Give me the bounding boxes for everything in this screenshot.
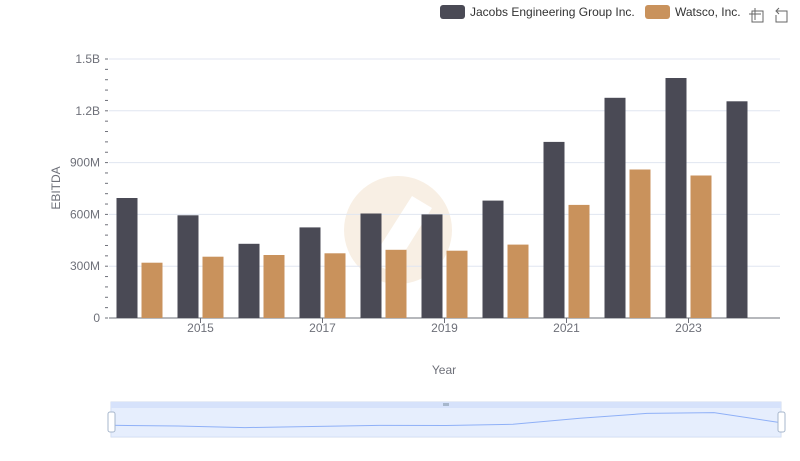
legend-label: Jacobs Engineering Group Inc. [470,5,635,19]
data-zoom-selected-range[interactable] [111,408,781,437]
x-tick-label: 2017 [309,321,336,335]
bar-jacobs-2024[interactable] [726,101,748,318]
data-zoom-preview-line [110,412,782,429]
legend-item-jacobs[interactable]: Jacobs Engineering Group Inc. [440,5,635,19]
data-zoom-slider[interactable] [107,401,786,438]
bar-watsco-2019[interactable] [446,250,468,318]
x-tick-label: 2015 [187,321,214,335]
bar-jacobs-2014[interactable] [116,198,138,318]
bar-watsco-2023[interactable] [690,175,712,319]
x-tick-label: 2023 [675,321,702,335]
data-zoom-right-handle[interactable] [777,411,786,433]
bar-watsco-2018[interactable] [385,249,407,318]
bar-series [116,78,748,319]
bar-watsco-2016[interactable] [263,255,285,318]
bar-jacobs-2021[interactable] [543,141,565,318]
restore-icon[interactable] [775,7,788,23]
bar-jacobs-2016[interactable] [238,243,260,318]
zoom-icon[interactable] [749,8,764,23]
bar-watsco-2015[interactable] [202,256,224,318]
y-tick-label: 300M [70,259,100,273]
legend-swatch [645,5,670,19]
x-axis: 2015 2017 2019 2021 2023 [109,317,780,335]
y-tick-label: 600M [70,207,100,221]
x-axis-title: Year [432,363,456,377]
bar-watsco-2021[interactable] [568,204,590,318]
bar-jacobs-2019[interactable] [421,214,443,318]
y-axis: 0 300M 600M 900M 1.2B 1.5B [70,52,108,325]
legend-swatch [440,5,465,19]
bar-jacobs-2020[interactable] [482,200,504,318]
y-tick-label: 900M [70,156,100,170]
x-tick-label: 2019 [431,321,458,335]
data-zoom-left-handle[interactable] [107,411,116,433]
bar-jacobs-2015[interactable] [177,215,199,318]
y-tick-label: 1.5B [75,52,100,66]
x-tick-label: 2021 [553,321,580,335]
y-tick-label: 0 [93,311,100,325]
bar-watsco-2020[interactable] [507,244,529,318]
y-tick-label: 1.2B [75,104,100,118]
bar-watsco-2014[interactable] [141,262,163,318]
bar-jacobs-2022[interactable] [604,97,626,318]
bar-jacobs-2017[interactable] [299,227,321,318]
y-axis-title: EBITDA [49,166,63,209]
bar-jacobs-2023[interactable] [665,78,687,318]
bar-jacobs-2018[interactable] [360,213,382,319]
bar-watsco-2022[interactable] [629,169,651,319]
legend: Jacobs Engineering Group Inc. Watsco, Inc… [440,5,741,19]
legend-item-watsco[interactable]: Watsco, Inc. [645,5,741,19]
data-zoom-move-handle[interactable] [443,403,449,406]
legend-label: Watsco, Inc. [675,5,741,19]
bar-watsco-2017[interactable] [324,253,346,319]
